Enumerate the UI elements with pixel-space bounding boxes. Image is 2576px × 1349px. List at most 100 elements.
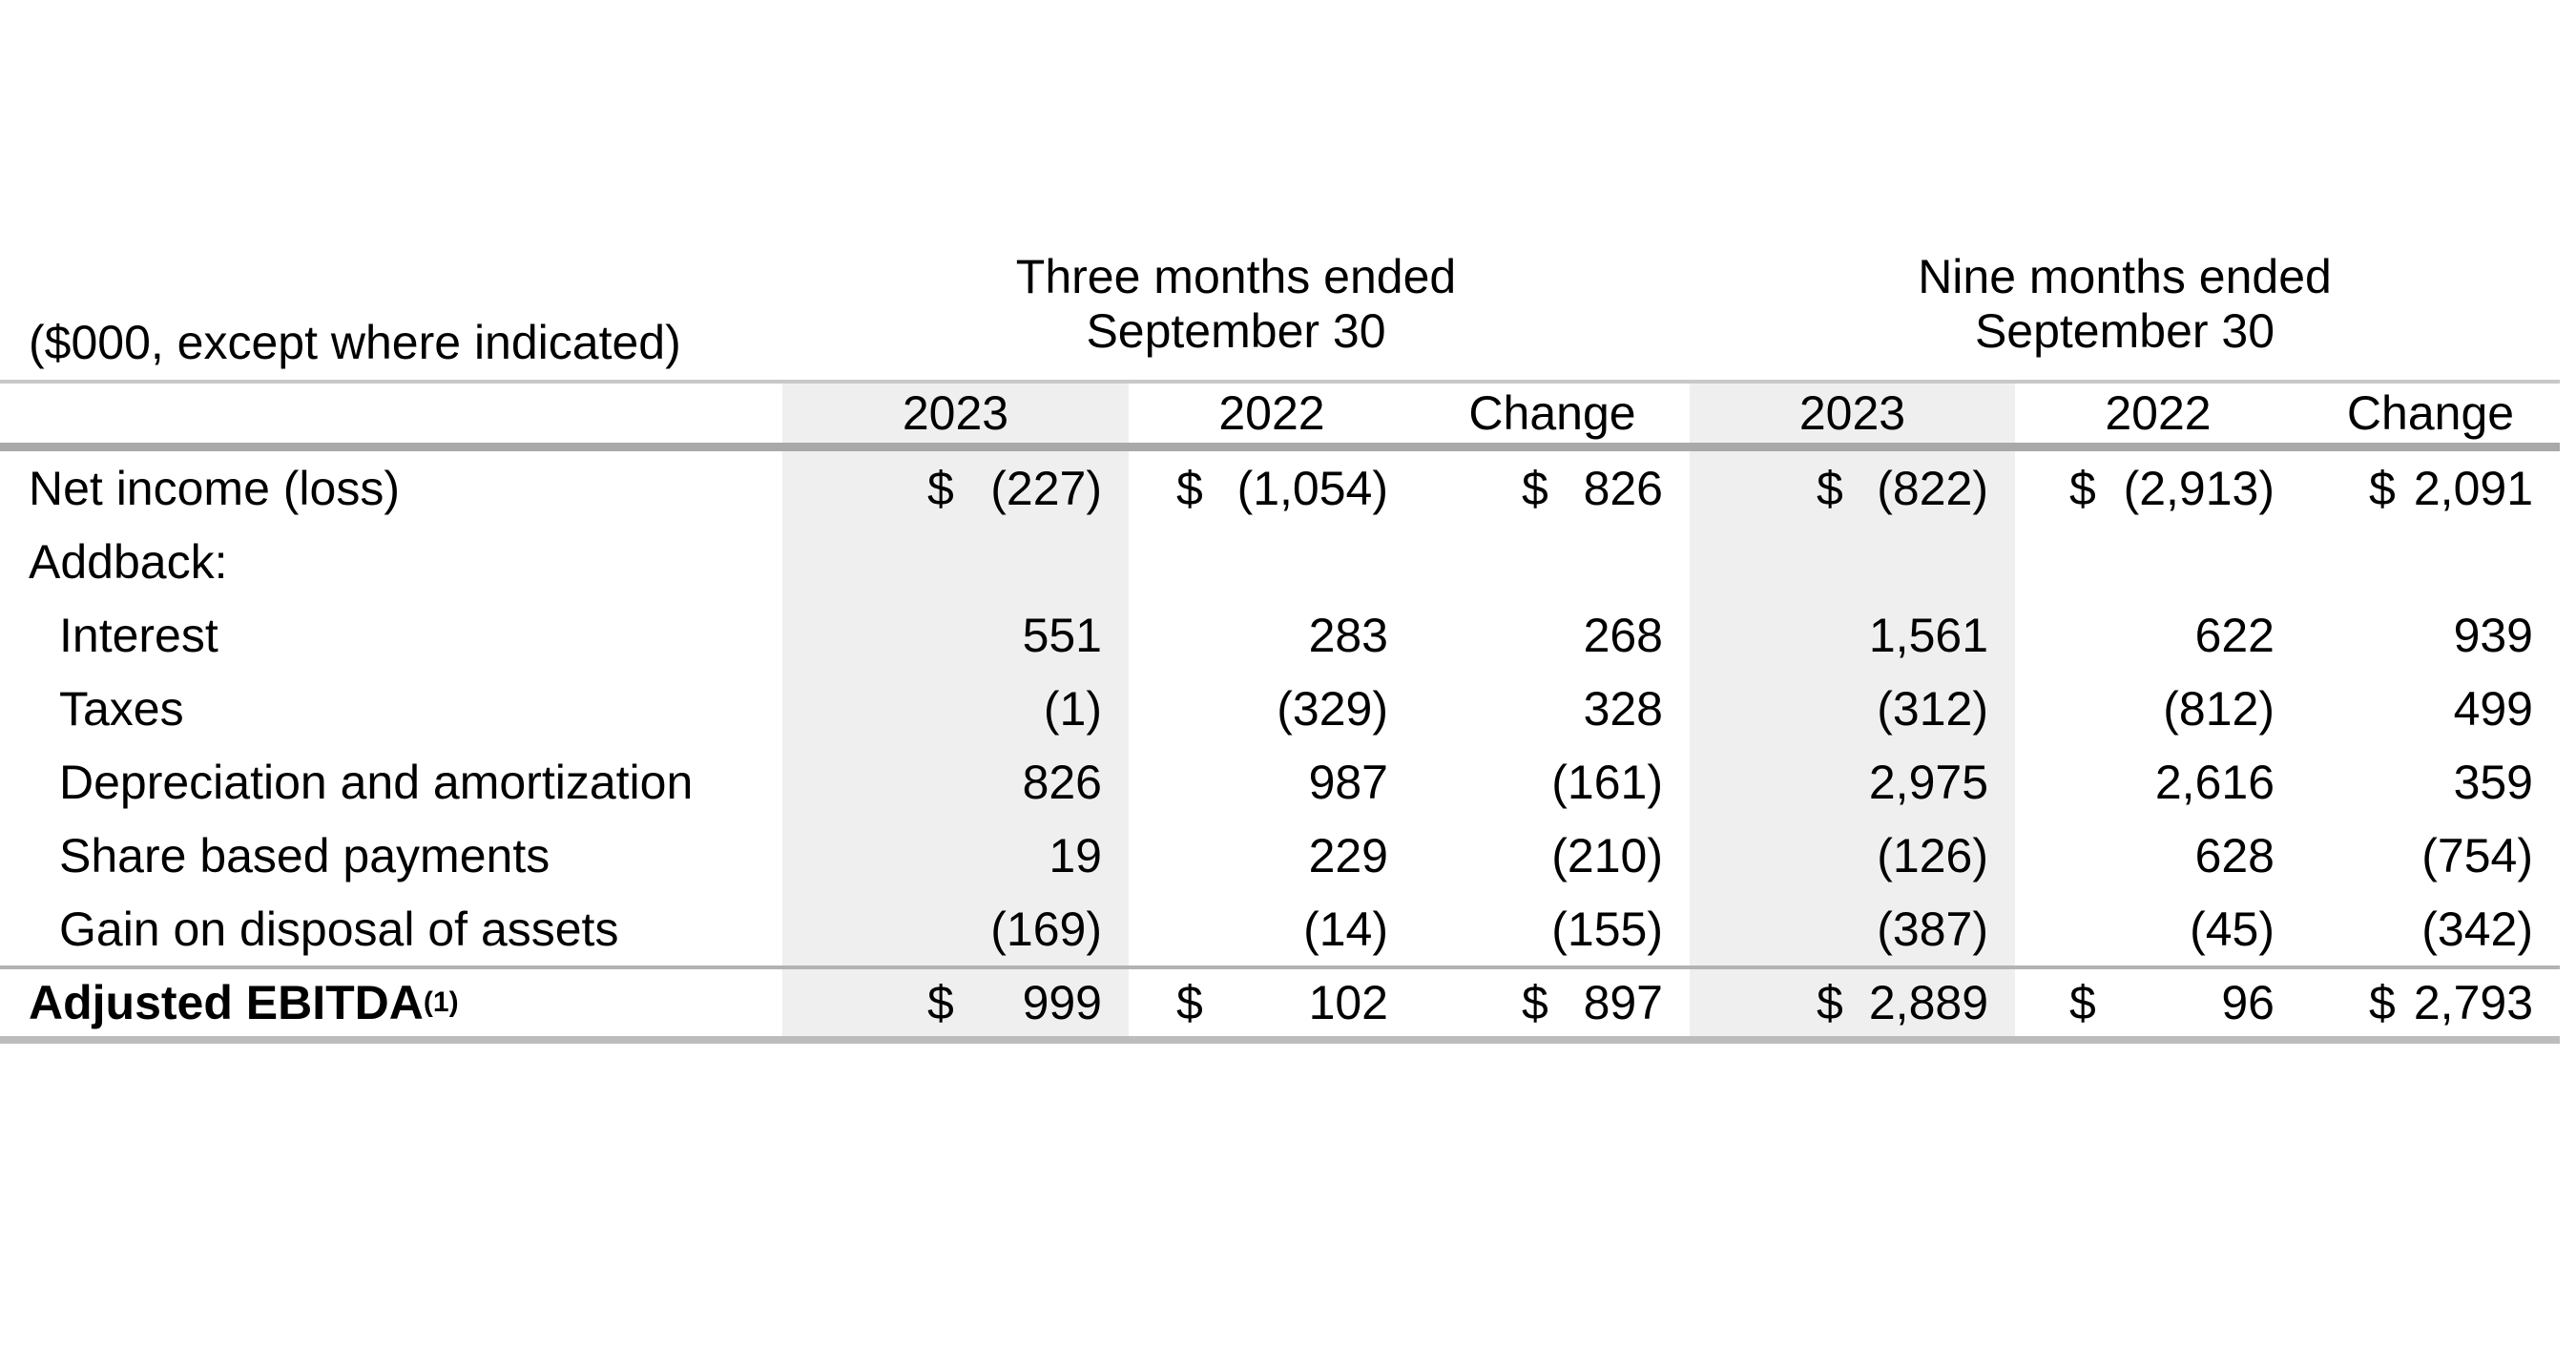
value: (822): [1877, 461, 1988, 515]
currency-symbol: $: [927, 976, 954, 1029]
divider-total: [0, 965, 2560, 969]
value: 2,091: [2413, 461, 2533, 515]
cell-value: [2301, 525, 2560, 598]
cell-value: 826: [1022, 755, 1102, 809]
value: 96: [2221, 976, 2275, 1029]
divider-top: [0, 380, 2560, 384]
cell-value: (329): [1277, 681, 1388, 736]
cell-value: $ (1,054): [1129, 451, 1415, 525]
cell-value: $826: [1415, 451, 1690, 525]
cell-value: $ (2,913): [2015, 451, 2301, 525]
cell-value: 359: [2453, 755, 2533, 809]
cell-value: (754): [2421, 828, 2533, 882]
table-header-band: ($000, except where indicated) Three mon…: [0, 240, 2560, 380]
table-row-addback: Addback:: [0, 525, 2560, 598]
value: 826: [1583, 461, 1663, 515]
cell-value: $897: [1415, 969, 1690, 1036]
row-label: Taxes: [59, 681, 184, 736]
cell-value: 939: [2453, 608, 2533, 662]
cell-value: 499: [2453, 681, 2533, 736]
total-label: Adjusted EBITDA: [29, 976, 424, 1029]
cell-value: $ (227): [782, 451, 1129, 525]
column-header-spacer: [0, 384, 782, 443]
cell-value: [1129, 525, 1415, 598]
currency-symbol: $: [1522, 461, 1548, 515]
table-row-gain-on-disposal: Gain on disposal of assets (169) (14) (1…: [0, 892, 2560, 965]
value: (227): [990, 461, 1102, 515]
currency-symbol: $: [1817, 461, 1843, 515]
cell-value: 628: [2194, 828, 2275, 882]
column-header-9mo-2022: 2022: [2105, 386, 2212, 440]
column-highlight-3mo-2023: [782, 380, 1129, 1044]
column-header-9mo-2023: 2023: [1798, 386, 1906, 440]
cell-value: $2,889: [1690, 969, 2015, 1036]
value: (1,054): [1236, 461, 1388, 515]
divider-header: [0, 443, 2560, 451]
row-label: Adjusted EBITDA (1): [0, 969, 782, 1036]
value: 897: [1583, 976, 1663, 1029]
row-label: Depreciation and amortization: [59, 755, 694, 809]
cell-value: [782, 525, 1129, 598]
row-label: Net income (loss): [29, 461, 400, 515]
column-header-3mo-2023: 2023: [902, 386, 1009, 440]
cell-value: 987: [1308, 755, 1388, 809]
cell-value: 2,975: [1868, 755, 1988, 809]
currency-symbol: $: [2369, 976, 2396, 1029]
cell-value: 229: [1308, 828, 1388, 882]
table-row-share-based-payments: Share based payments 19 229 (210) (126) …: [0, 819, 2560, 892]
currency-symbol: $: [2069, 976, 2096, 1029]
cell-value: [2015, 525, 2301, 598]
cell-value: (14): [1303, 902, 1388, 956]
cell-value: $2,793: [2301, 969, 2560, 1036]
cell-value: $999: [782, 969, 1129, 1036]
cell-value: [1415, 525, 1690, 598]
row-label: Gain on disposal of assets: [59, 902, 619, 956]
currency-symbol: $: [1817, 976, 1843, 1029]
cell-value: (161): [1551, 755, 1663, 809]
unit-label: ($000, except where indicated): [29, 316, 681, 369]
col-group-three-months: Three months ended September 30: [782, 250, 1690, 380]
value: 2,793: [2413, 976, 2533, 1029]
cell-value: 328: [1583, 681, 1663, 736]
cell-value: 268: [1583, 608, 1663, 662]
cell-value: 19: [1049, 828, 1102, 882]
cell-value: (155): [1551, 902, 1663, 956]
footnote-marker: (1): [423, 986, 459, 1018]
currency-symbol: $: [2369, 461, 2396, 515]
column-header-3mo-change: Change: [1468, 386, 1636, 440]
table-row-interest: Interest 551 283 268 1,561 622 939: [0, 598, 2560, 672]
cell-value: (387): [1877, 902, 1988, 956]
currency-symbol: $: [1176, 976, 1203, 1029]
value: 2,889: [1868, 976, 1988, 1029]
column-header-row: 2023 2022 Change 2023 2022 Change: [0, 384, 2560, 443]
cell-value: (342): [2421, 902, 2533, 956]
row-label: Addback:: [29, 534, 228, 589]
value: 102: [1308, 976, 1388, 1029]
row-label: Share based payments: [59, 828, 551, 882]
divider-bottom: [0, 1036, 2560, 1044]
cell-value: $96: [2015, 969, 2301, 1036]
cell-value: 551: [1022, 608, 1102, 662]
cell-value: 1,561: [1868, 608, 1988, 662]
column-header-9mo-change: Change: [2346, 386, 2515, 440]
cell-value: $ (822): [1690, 451, 2015, 525]
currency-symbol: $: [2069, 461, 2096, 515]
column-header-3mo-2022: 2022: [1218, 386, 1325, 440]
cell-value: [1690, 525, 2015, 598]
row-label: Interest: [59, 608, 218, 662]
col-group-line2: September 30: [1086, 304, 1386, 358]
cell-value: $2,091: [2301, 451, 2560, 525]
col-group-line2: September 30: [1974, 304, 2275, 358]
col-group-nine-months: Nine months ended September 30: [1690, 250, 2560, 380]
col-group-line1: Three months ended: [1015, 250, 1457, 303]
currency-symbol: $: [1522, 976, 1548, 1029]
cell-value: $102: [1129, 969, 1415, 1036]
table-row-adjusted-ebitda: Adjusted EBITDA (1) $999 $102 $897 $2,889…: [0, 969, 2560, 1036]
cell-value: (126): [1877, 828, 1988, 882]
cell-value: (1): [1043, 681, 1102, 736]
cell-value: (45): [2190, 902, 2275, 956]
value: (2,913): [2123, 461, 2275, 515]
currency-symbol: $: [927, 461, 954, 515]
cell-value: (312): [1877, 681, 1988, 736]
